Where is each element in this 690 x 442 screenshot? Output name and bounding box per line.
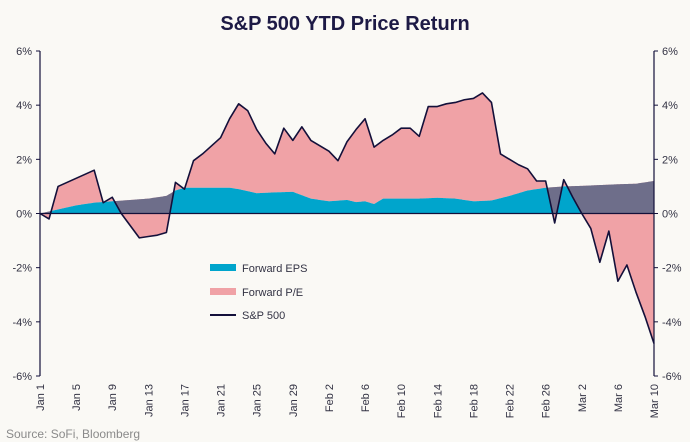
x-tick-label: Feb 14 xyxy=(432,384,444,418)
legend-swatch-forward-pe xyxy=(210,288,236,295)
x-tick-label: Jan 17 xyxy=(179,384,191,417)
x-tick-label: Mar 10 xyxy=(649,384,661,418)
source-note: Source: SoFi, Bloomberg xyxy=(6,427,140,441)
legend-swatch-forward-eps xyxy=(210,264,236,271)
x-tick-label: Jan 5 xyxy=(71,384,83,411)
y-tick-label-right: 4% xyxy=(662,100,678,112)
x-tick-label: Jan 25 xyxy=(252,384,264,417)
legend: Forward EPS Forward P/E S&P 500 xyxy=(210,263,307,322)
x-tick-label: Feb 6 xyxy=(360,384,372,412)
y-tick-label-left: 4% xyxy=(16,100,32,112)
legend-label-forward-pe: Forward P/E xyxy=(242,287,303,299)
y-tick-label-left: 6% xyxy=(16,46,32,58)
sp500-line-group xyxy=(39,92,655,344)
y-tick-label-right: -2% xyxy=(662,263,682,275)
legend-label-forward-eps: Forward EPS xyxy=(242,263,307,275)
y-tick-label-right: 6% xyxy=(662,46,678,58)
y-tick-label-right: 2% xyxy=(662,154,678,166)
x-tick-label: Jan 29 xyxy=(288,384,300,417)
area-eps-overlap xyxy=(40,181,654,214)
y-tick-label-left: -6% xyxy=(12,371,32,383)
y-tick-label-left: -2% xyxy=(12,263,32,275)
x-tick-label: Mar 2 xyxy=(577,384,589,412)
x-tick-label: Feb 22 xyxy=(505,384,517,418)
area-forward-eps xyxy=(40,186,654,214)
x-tick-label: Mar 6 xyxy=(613,384,625,412)
axes xyxy=(36,50,658,377)
sp500-line xyxy=(39,92,655,344)
chart-title: S&P 500 YTD Price Return xyxy=(220,13,469,35)
legend-label-sp500: S&P 500 xyxy=(242,310,285,322)
y-tick-label-right: -4% xyxy=(662,317,682,329)
x-tick-label: Feb 10 xyxy=(396,384,408,418)
y-tick-label-left: 2% xyxy=(16,154,32,166)
x-tick-label: Feb 26 xyxy=(541,384,553,418)
y-tick-label-right: -6% xyxy=(662,371,682,383)
x-tick-label: Jan 1 xyxy=(35,384,47,411)
x-tick-label: Feb 18 xyxy=(468,384,480,418)
y-tick-label-left: 0% xyxy=(16,209,32,221)
area-forward-pe xyxy=(40,92,654,344)
y-tick-label-left: -4% xyxy=(12,317,32,329)
x-tick-label: Jan 9 xyxy=(107,384,119,411)
x-tick-label: Jan 13 xyxy=(143,384,155,417)
y-tick-label-right: 0% xyxy=(662,209,678,221)
x-tick-label: Jan 21 xyxy=(216,384,228,417)
x-tick-label: Feb 2 xyxy=(324,384,336,412)
plot-areas xyxy=(40,92,654,344)
